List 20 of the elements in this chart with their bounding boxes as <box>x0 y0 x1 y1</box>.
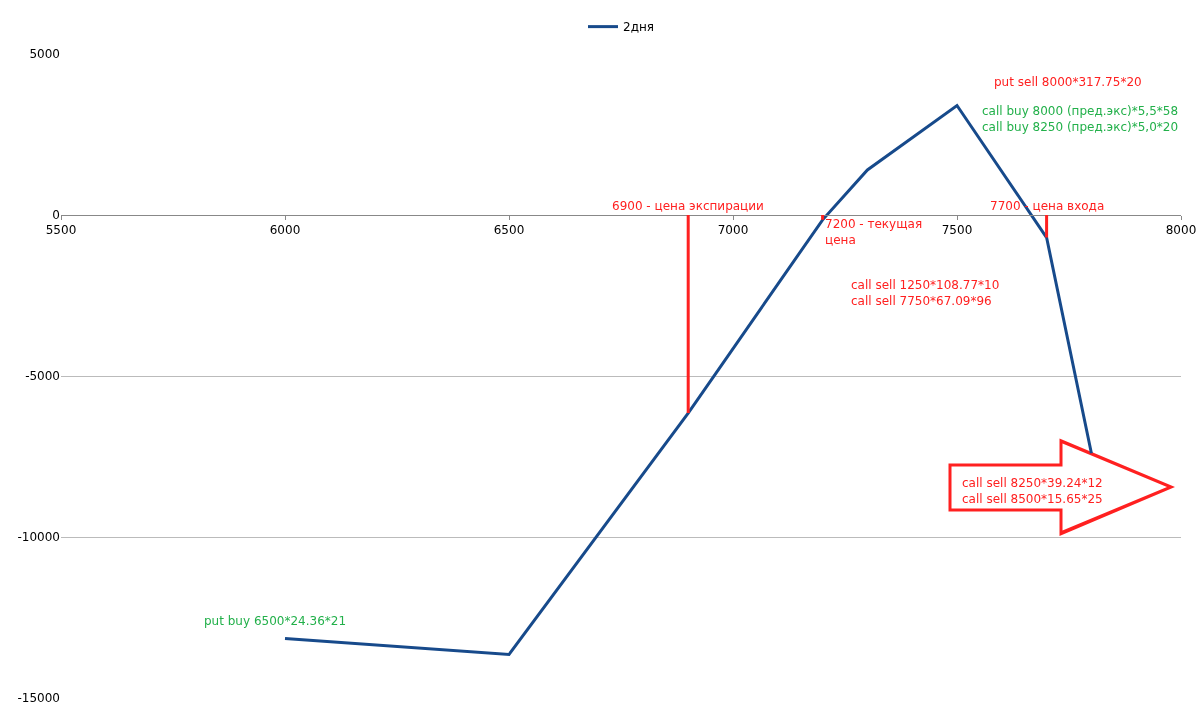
annotation: put sell 8000*317.75*20 <box>994 75 1142 89</box>
annotation: 6900 - цена экспирации <box>612 199 764 213</box>
y-tick-label: 5000 <box>29 47 60 62</box>
x-tick-label: 5500 <box>45 223 77 238</box>
annotation: put buy 6500*24.36*21 <box>204 614 347 628</box>
annotation: call sell 1250*108.77*10 call sell 7750*67.09*96 <box>851 278 1000 308</box>
x-tick-label: 6000 <box>269 223 301 238</box>
legend-label: 2дня <box>623 20 654 35</box>
annotation: call buy 8000 (пред.экс)*5,5*58 call buy 8250 (пред.экс)*5,0*20 <box>982 104 1179 134</box>
x-tick-label: 7000 <box>717 223 749 238</box>
annotation: 7700 - цена входа <box>990 199 1105 213</box>
x-tick-label: 8000 <box>1165 223 1197 238</box>
annotation: 7200 - текущая цена <box>825 217 923 247</box>
y-tick-label: 0 <box>52 208 60 223</box>
y-tick-label: -5000 <box>25 369 60 384</box>
y-tick-label: -10000 <box>17 530 60 545</box>
x-tick-label: 7500 <box>941 223 973 238</box>
annotation: call sell 8250*39.24*12 call sell 8500*15.65*25 <box>962 476 1103 506</box>
y-tick-label: -15000 <box>17 691 60 706</box>
x-tick-label: 6500 <box>493 223 525 238</box>
